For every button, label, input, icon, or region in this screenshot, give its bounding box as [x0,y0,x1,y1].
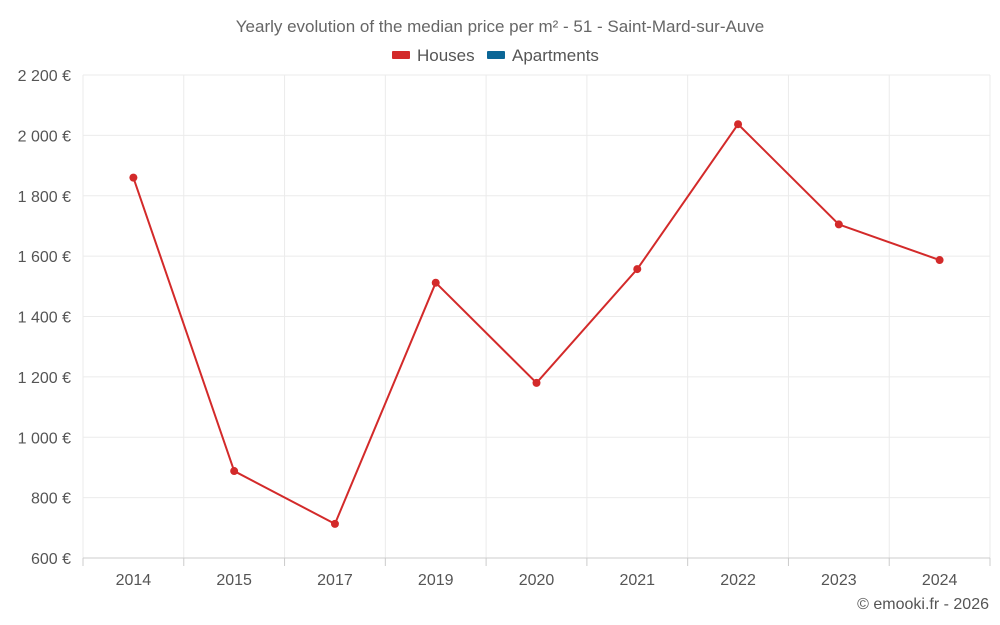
houses-point-2023[interactable] [834,220,843,229]
legend-label-apartments: Apartments [512,46,599,65]
y-tick-label: 1 000 € [18,430,71,447]
houses-point-2014[interactable] [129,173,138,182]
houses-point-2020[interactable] [532,378,541,387]
houses-point-2017[interactable] [330,519,339,528]
x-tick-label: 2017 [317,572,353,589]
legend-item-apartments[interactable]: Apartments [487,46,599,65]
y-tick-label: 1 200 € [18,370,71,387]
houses-point-2024[interactable] [935,256,944,265]
x-tick-label: 2021 [619,572,655,589]
legend-item-houses[interactable]: Houses [392,46,475,65]
x-tick-label: 2023 [821,572,857,589]
x-tick-label: 2014 [116,572,152,589]
y-tick-labels: 600 € 800 € 1 000 € 1 200 € 1 400 € 1 600 € 1 … [18,68,71,568]
x-tick-label: 2022 [720,572,756,589]
x-tick-label: 2019 [418,572,454,589]
y-tick-label: 800 € [31,491,71,508]
series-houses [129,120,944,528]
grid [82,74,991,558]
y-tick-label: 2 000 € [18,128,71,145]
x-tick-label: 2015 [216,572,252,589]
houses-line [132,123,940,525]
y-tick-label: 1 600 € [18,249,71,266]
houses-point-2022[interactable] [734,120,743,129]
x-tick-labels: 2014 2015 2017 2019 2020 2021 2022 2023 2024 [116,572,958,589]
houses-point-2015[interactable] [230,467,239,476]
legend-label-houses: Houses [417,46,475,65]
x-tick-label: 2024 [922,572,958,589]
legend-swatch-apartments [487,51,505,59]
x-tick-label: 2020 [519,572,555,589]
credit-text: © emooki.fr - 2026 [857,596,989,613]
houses-point-2019[interactable] [431,278,440,287]
legend-swatch-houses [392,51,410,59]
chart-title: Yearly evolution of the median price per… [236,17,765,36]
legend: Houses Apartments [392,46,599,65]
y-tick-label: 600 € [31,551,71,568]
y-tick-label: 1 400 € [18,310,71,327]
houses-point-2021[interactable] [633,265,642,274]
y-tick-label: 2 200 € [18,68,71,85]
axes [82,557,991,566]
y-tick-label: 1 800 € [18,189,71,206]
